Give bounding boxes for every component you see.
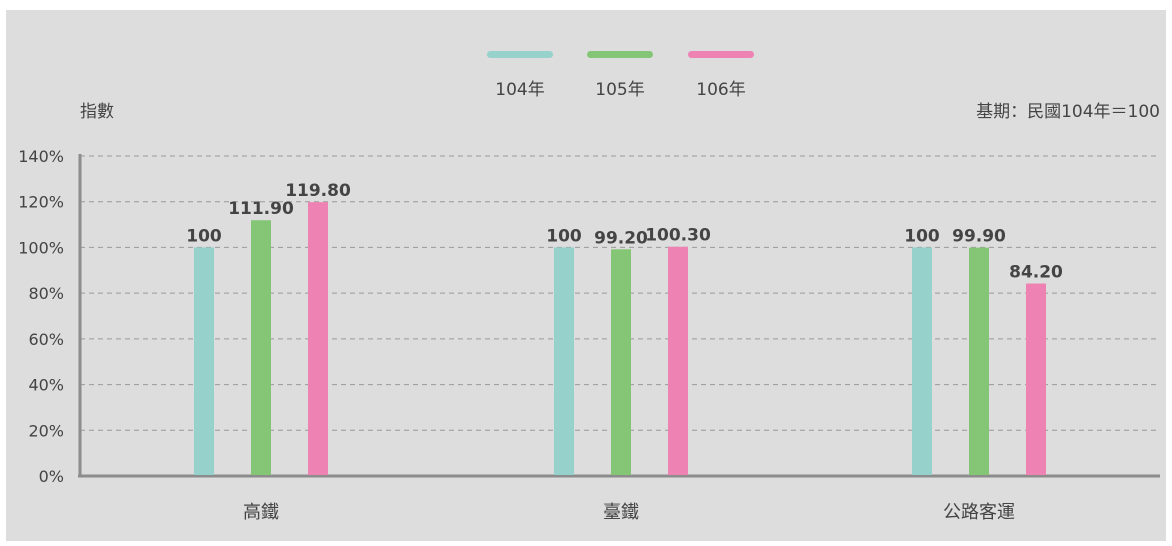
y-tick-label: 80%	[28, 284, 64, 303]
bar-value-label: 84.20	[1009, 263, 1063, 283]
bar-value-label: 119.80	[285, 181, 351, 201]
legend-swatch	[587, 51, 653, 58]
bar	[554, 247, 574, 475]
bar-value-label: 100.30	[645, 226, 711, 246]
x-category-label: 臺鐵	[603, 502, 639, 523]
bar	[912, 247, 932, 475]
y-axis-label: 指數	[80, 102, 114, 122]
bar-value-label: 111.90	[228, 199, 294, 219]
legend-swatch	[688, 51, 754, 58]
y-tick-label: 60%	[28, 330, 64, 349]
y-tick-label: 40%	[28, 376, 64, 395]
base-period-note: 基期：民國104年＝100	[976, 102, 1160, 122]
y-tick-label: 120%	[18, 193, 64, 212]
bar-value-label: 100	[546, 226, 582, 246]
bar-value-label: 99.90	[952, 227, 1006, 247]
legend-label: 106年	[696, 80, 745, 100]
y-tick-label: 20%	[28, 421, 64, 440]
x-category-label: 高鐵	[243, 502, 279, 523]
bar	[308, 202, 328, 475]
bar-value-label: 100	[186, 226, 222, 246]
bar	[251, 220, 271, 475]
legend-swatch	[487, 51, 553, 58]
y-tick-label: 0%	[39, 467, 64, 486]
legend-label: 105年	[595, 80, 644, 100]
bar	[1026, 283, 1046, 475]
x-category-label: 公路客運	[943, 502, 1015, 523]
legend-label: 104年	[495, 80, 544, 100]
bar-value-label: 100	[904, 226, 940, 246]
y-tick-label: 140%	[18, 147, 64, 166]
bar	[969, 247, 989, 475]
bar	[611, 249, 631, 475]
y-tick-label: 100%	[18, 238, 64, 257]
bar	[668, 246, 688, 475]
bar-value-label: 99.20	[594, 228, 648, 248]
bar	[194, 247, 214, 475]
